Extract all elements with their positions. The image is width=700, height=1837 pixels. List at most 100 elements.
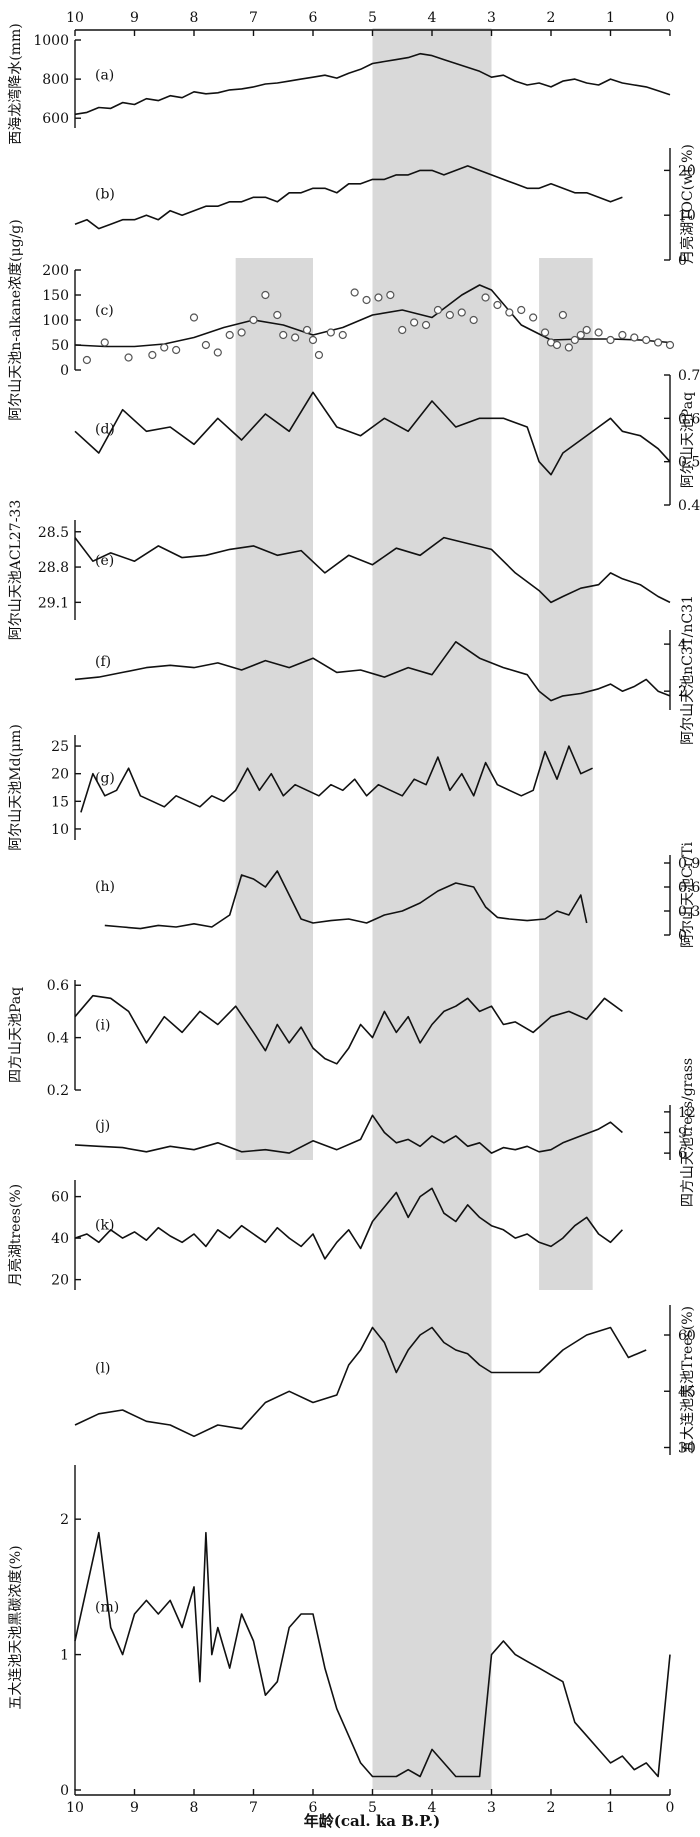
scatter-point bbox=[529, 313, 538, 322]
y-tick-label: 0.6 bbox=[678, 880, 700, 896]
scatter-point bbox=[148, 350, 157, 360]
y-tick-label: 30 bbox=[678, 1441, 696, 1457]
y-tick-label: 28.5 bbox=[38, 525, 69, 541]
scatter-point bbox=[160, 343, 169, 352]
scatter-point bbox=[540, 328, 550, 337]
y-tick-label: 50 bbox=[51, 338, 69, 354]
y-tick-label: 600 bbox=[42, 111, 69, 127]
bottom-x-ticks: 10 9 8 7 6 5 4 3 2 1 0 bbox=[66, 1789, 674, 1816]
y-tick-label: 10 bbox=[678, 208, 696, 224]
scatter-point bbox=[582, 325, 591, 335]
y-tick-label: 1000 bbox=[33, 33, 69, 49]
scatter-point bbox=[213, 348, 222, 357]
scatter-point bbox=[445, 310, 454, 320]
y-tick-label: 100 bbox=[42, 313, 69, 329]
y-tick-label: 60 bbox=[51, 1190, 69, 1206]
bottom-x-tick-label: 1 bbox=[606, 1800, 615, 1816]
scatter-point bbox=[517, 305, 526, 315]
panel-tag: (j) bbox=[95, 1118, 110, 1134]
series-line bbox=[74, 536, 671, 604]
y-tick-label: 0.3 bbox=[678, 904, 700, 920]
y-tick-label: 0.4 bbox=[678, 498, 700, 514]
x-axis-label: 年龄(cal. ka B.P.) bbox=[304, 1812, 440, 1830]
panel-tag: (c) bbox=[95, 303, 114, 319]
y-tick-label: 0.9 bbox=[678, 856, 700, 872]
panel-k: 20 40 60 月亮湖trees(%) (k) bbox=[7, 1180, 623, 1290]
y-tick-label: 9 bbox=[678, 1126, 687, 1142]
series-line bbox=[74, 1187, 623, 1260]
scatter-point bbox=[457, 308, 466, 317]
panel-i: 0.2 0.4 0.6 四方山天池Paq (i) bbox=[8, 978, 623, 1099]
scatter-point bbox=[558, 310, 568, 320]
scatter-point bbox=[505, 308, 514, 317]
scatter-point bbox=[653, 338, 663, 347]
scatter-point bbox=[576, 330, 585, 340]
panel-tag: (a) bbox=[95, 68, 114, 84]
panel-g: 10 15 20 25 阿尔山天池Md(μm) (g) bbox=[8, 724, 593, 851]
y-axis-label: 五大连池天池黑碳浓度(%) bbox=[8, 1545, 24, 1709]
y-tick-label: 2 bbox=[678, 684, 687, 700]
scatter-point bbox=[124, 353, 133, 362]
y-axis-label: 阿尔山天池n-alkane浓度(μg/g) bbox=[8, 219, 24, 420]
panel-tag: (l) bbox=[95, 1361, 110, 1377]
series-line bbox=[74, 52, 671, 116]
y-tick-label: 12 bbox=[678, 1105, 696, 1121]
top-x-ticks: 10 9 8 7 6 5 4 3 2 1 0 bbox=[66, 10, 674, 36]
y-axis-label: 阿尔山天池ACL27-33 bbox=[8, 500, 24, 640]
top-x-tick-label: 6 bbox=[309, 10, 318, 26]
bottom-x-tick-label: 4 bbox=[428, 1800, 437, 1816]
y-tick-label: 0.4 bbox=[47, 1031, 69, 1047]
top-x-tick-label: 4 bbox=[428, 10, 437, 26]
scatter-point bbox=[606, 335, 615, 345]
panel-tag: (e) bbox=[95, 553, 114, 569]
y-tick-label: 6 bbox=[678, 1146, 687, 1162]
scatter-point bbox=[374, 293, 383, 302]
top-x-tick-label: 0 bbox=[666, 10, 675, 26]
y-tick-label: 29.1 bbox=[38, 595, 69, 611]
top-x-tick-label: 9 bbox=[130, 10, 139, 26]
scatter-point bbox=[273, 310, 282, 320]
y-axis-label: 阿尔山天池Paq bbox=[680, 392, 696, 488]
scatter-point bbox=[279, 330, 288, 340]
panel-tag: (g) bbox=[95, 770, 115, 786]
scatter-point bbox=[237, 328, 246, 337]
scatter-point bbox=[433, 305, 443, 315]
panel-a: 600 800 1000 西海龙湾降水(mm) (a) bbox=[7, 23, 671, 145]
scatter-point bbox=[100, 338, 109, 347]
scatter-point bbox=[570, 335, 579, 345]
y-tick-label: 150 bbox=[42, 288, 69, 304]
y-tick-label: 200 bbox=[42, 263, 69, 279]
scatter-point bbox=[410, 318, 419, 327]
y-tick-label: 0 bbox=[60, 1783, 69, 1799]
scatter-point bbox=[564, 343, 573, 352]
y-axis-label: 四方山天池Paq bbox=[8, 987, 24, 1083]
top-x-tick-label: 5 bbox=[368, 10, 377, 26]
bottom-x-tick-label: 7 bbox=[249, 1800, 258, 1816]
scatter-point bbox=[642, 335, 651, 345]
panel-e: 28.5 28.8 29.1 阿尔山天池ACL27-33 (e) bbox=[8, 500, 671, 640]
y-axis-label: 阿尔山天池nC31/nC31 bbox=[680, 595, 696, 745]
y-tick-label: 40 bbox=[51, 1231, 69, 1247]
panel-tag: (k) bbox=[95, 1218, 114, 1234]
y-axis-label: 五大连池天池Trees(%) bbox=[680, 1306, 696, 1454]
shaded-interval-2 bbox=[539, 258, 593, 1290]
panel-tag: (b) bbox=[95, 186, 115, 202]
top-x-tick-label: 7 bbox=[249, 10, 258, 26]
bottom-x-tick-label: 6 bbox=[309, 1800, 318, 1816]
y-tick-label: 0.7 bbox=[678, 368, 700, 384]
y-tick-label: 45 bbox=[678, 1384, 696, 1400]
y-tick-label: 0 bbox=[678, 253, 687, 269]
series-line bbox=[80, 745, 593, 813]
scatter-point bbox=[421, 320, 431, 330]
y-tick-label: 0.6 bbox=[47, 978, 69, 994]
y-tick-label: 0.6 bbox=[678, 411, 700, 427]
y-axis-label: 阿尔山天池Md(μm) bbox=[8, 724, 24, 851]
scatter-point bbox=[493, 300, 502, 310]
scatter-point bbox=[469, 315, 478, 325]
y-tick-label: 20 bbox=[678, 163, 696, 179]
